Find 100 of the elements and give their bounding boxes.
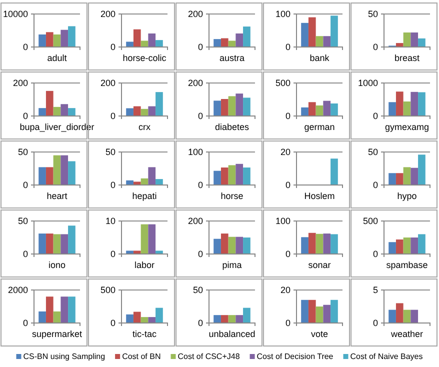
legend-label: Cost of Naive Bayes (350, 352, 423, 361)
x-tick-label: tic-tac (132, 328, 157, 339)
x-tick-label: spambase (386, 260, 428, 270)
y-tick-label: 100 (275, 216, 290, 226)
bar (156, 179, 163, 185)
bar (133, 106, 141, 116)
bar (418, 38, 426, 47)
y-tick-label: 0 (22, 110, 28, 121)
bar (46, 234, 54, 254)
bar (148, 167, 156, 185)
bar (308, 102, 316, 116)
y-tick-label: 0 (285, 248, 290, 259)
x-tick-label: heart (46, 190, 68, 201)
x-tick-label: vote (310, 328, 328, 339)
bar (301, 300, 308, 323)
bar (236, 94, 244, 116)
bar (388, 102, 396, 116)
bar (418, 92, 426, 116)
x-tick-label: bupa_liver_diorder (20, 122, 94, 132)
y-tick-label: 0 (372, 110, 378, 121)
bar (236, 164, 244, 185)
y-tick-label: 500 (100, 284, 116, 295)
x-tick-label: iono (48, 260, 66, 270)
bar (330, 16, 338, 47)
bar (133, 29, 141, 47)
bar (38, 34, 46, 47)
bar (148, 33, 156, 47)
bar (133, 312, 141, 323)
bar (330, 103, 338, 116)
y-tick-label: 0 (285, 180, 290, 190)
bar (126, 42, 134, 47)
bar (148, 317, 156, 323)
y-tick-label: 200 (100, 8, 116, 19)
bar (396, 43, 404, 47)
bar (126, 314, 134, 323)
legend-label: Cost of BN (122, 352, 161, 361)
x-tick-label: diabetes (214, 122, 250, 132)
y-tick-label: 100 (275, 8, 290, 19)
y-tick-label: 50 (192, 284, 203, 295)
y-tick-label: 50 (368, 146, 378, 157)
legend-label: CS-BN using Sampling (23, 352, 106, 361)
bar (156, 308, 163, 323)
x-tick-label: hepati (132, 190, 157, 201)
bar (214, 170, 221, 185)
bar (148, 106, 156, 116)
x-tick-label: weather (390, 328, 424, 339)
bar (228, 165, 236, 185)
legend-label: Cost of CSC+J48 (178, 352, 240, 361)
bar (60, 104, 68, 116)
y-tick-label: 50 (18, 216, 28, 226)
legend-label: Cost of Decision Tree (256, 352, 334, 361)
y-tick-label: 0 (285, 318, 290, 328)
bar (323, 304, 331, 323)
bar (403, 167, 411, 185)
y-tick-label: 100 (188, 146, 203, 157)
bar (330, 300, 338, 323)
y-tick-label: 0 (198, 42, 203, 52)
bar (396, 92, 404, 116)
bar (418, 154, 426, 185)
x-tick-label: unbalanced (208, 328, 256, 339)
bar (403, 32, 411, 47)
bar (403, 238, 411, 254)
bar (323, 100, 331, 116)
y-tick-label: 5 (372, 284, 378, 295)
y-tick-label: 0 (198, 180, 203, 190)
y-tick-label: 0 (22, 318, 28, 328)
bar (243, 168, 250, 185)
bar (140, 40, 148, 47)
bar (316, 105, 324, 116)
bar (396, 173, 404, 185)
bar (323, 36, 331, 47)
bar (410, 32, 418, 47)
bar (301, 107, 308, 116)
bar (243, 98, 250, 116)
x-tick-label: supermarket (32, 328, 82, 339)
bar (68, 26, 76, 47)
y-tick-label: 0 (110, 318, 116, 328)
bar (308, 17, 316, 47)
bar (403, 101, 411, 116)
bar (68, 108, 76, 116)
bar (38, 108, 46, 116)
y-tick-label: 200 (12, 78, 28, 88)
bar (308, 300, 316, 323)
bar (156, 92, 163, 116)
x-tick-label: horse-colic (122, 52, 167, 63)
y-tick-label: 0 (285, 42, 290, 52)
x-tick-label: horse (220, 190, 244, 201)
bar (236, 33, 244, 47)
bar (46, 32, 54, 47)
bar (220, 168, 228, 185)
bar (228, 40, 236, 47)
y-tick-label: 0 (22, 42, 28, 52)
bar (68, 226, 76, 254)
bar (220, 99, 228, 116)
y-tick-label: 0 (110, 110, 116, 121)
y-tick-label: 10 (105, 216, 116, 226)
x-tick-label: adult (47, 52, 68, 63)
bar (243, 26, 250, 47)
y-tick-label: 0 (110, 42, 116, 52)
y-tick-label: 1000 (358, 78, 378, 88)
